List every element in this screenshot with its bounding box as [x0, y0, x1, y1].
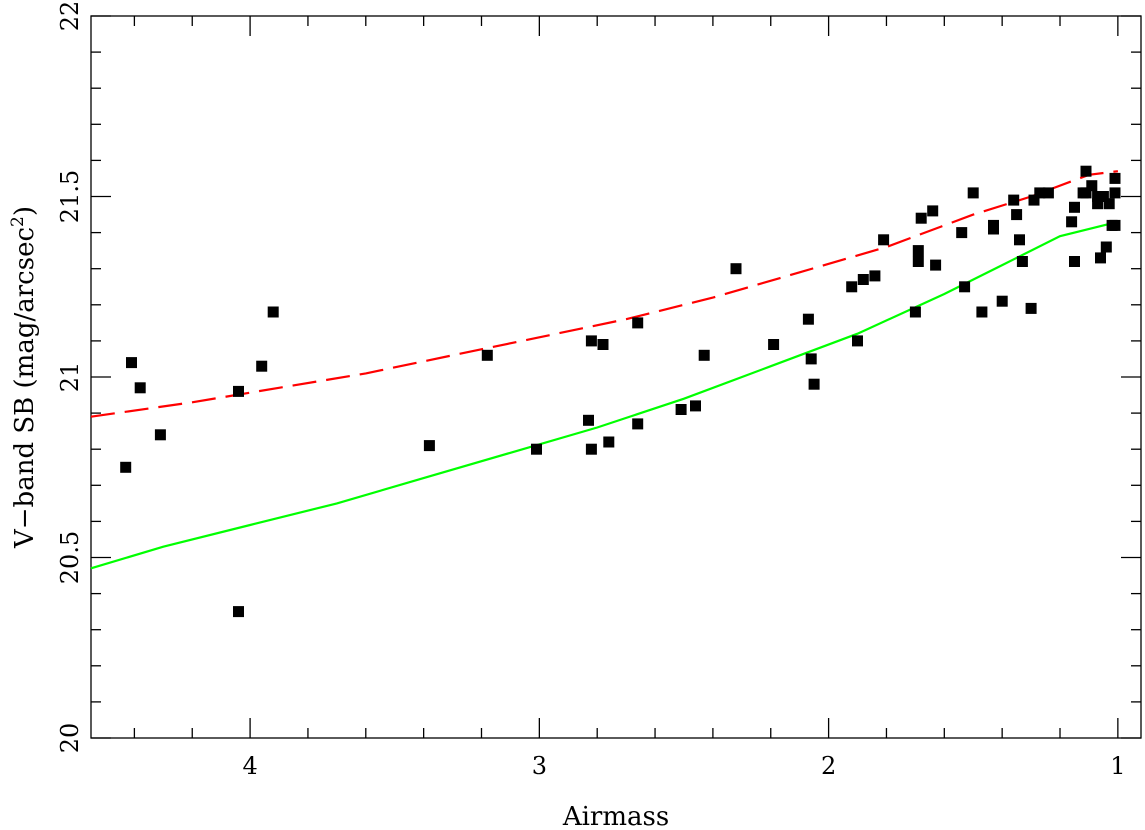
- data-point: [134, 382, 146, 394]
- data-point: [481, 349, 493, 361]
- data-point: [126, 357, 137, 369]
- data-point: [967, 187, 979, 199]
- data-point: [976, 306, 988, 318]
- data-point: [675, 404, 687, 415]
- data-point: [1080, 187, 1092, 199]
- data-point: [1008, 194, 1020, 206]
- data-point: [423, 440, 435, 452]
- data-point: [233, 385, 244, 397]
- data-point: [1109, 219, 1121, 231]
- data-point: [1034, 187, 1046, 199]
- data-point: [154, 429, 166, 441]
- data-point: [852, 335, 863, 347]
- data-point: [1069, 201, 1080, 213]
- data-point: [690, 400, 701, 412]
- data-point: [959, 281, 971, 293]
- data-point: [1025, 302, 1037, 314]
- data-point: [869, 270, 881, 282]
- data-point: [1080, 165, 1092, 177]
- data-point: [1016, 256, 1028, 267]
- data-point: [988, 219, 999, 231]
- data-point: [1103, 198, 1115, 210]
- x-tick-label: 1: [1110, 752, 1125, 780]
- solid-curve: [90, 220, 1119, 570]
- data-point: [632, 317, 644, 329]
- data-point: [1109, 172, 1121, 184]
- data-point: [583, 414, 594, 426]
- plot-frame: [90, 15, 1142, 739]
- y-axis-label: V−band SB (mag/arcsec2): [8, 206, 40, 549]
- y-axis-label-main: V−band SB (mag/arcsec: [10, 227, 40, 549]
- y-axis-label-close: ): [10, 206, 40, 216]
- model-curves: [90, 170, 1119, 570]
- data-point: [585, 443, 597, 455]
- data-point: [603, 436, 615, 448]
- data-point: [531, 443, 542, 455]
- data-point: [1014, 234, 1025, 246]
- y-tick-label: 22: [56, 1, 84, 32]
- data-point: [267, 306, 279, 318]
- data-point: [632, 418, 644, 430]
- data-point: [878, 234, 890, 246]
- dashed-curve: [90, 170, 1119, 418]
- data-point: [805, 353, 817, 365]
- y-axis-label-sup: 2: [8, 216, 28, 227]
- data-point: [996, 295, 1008, 307]
- x-tick-label: 3: [532, 752, 547, 780]
- data-point: [1069, 256, 1080, 267]
- data-point: [1028, 194, 1040, 206]
- data-point: [802, 313, 814, 325]
- data-point: [857, 274, 869, 285]
- data-point: [927, 205, 939, 217]
- data-point: [956, 227, 968, 239]
- data-point: [1092, 198, 1104, 210]
- data-point: [256, 360, 268, 372]
- x-axis-label: Airmass: [562, 802, 669, 830]
- data-point: [915, 212, 927, 224]
- data-point: [912, 245, 924, 257]
- data-point: [768, 339, 780, 350]
- data-point: [1042, 187, 1054, 199]
- data-point: [233, 606, 244, 618]
- data-point: [1109, 187, 1121, 199]
- data-point: [698, 349, 710, 361]
- data-point: [585, 335, 597, 347]
- x-tick-label: 2: [821, 752, 836, 780]
- data-points: [120, 165, 1121, 618]
- data-point: [909, 306, 921, 318]
- data-point: [808, 378, 820, 390]
- y-tick-label: 21: [56, 362, 84, 393]
- data-point: [1092, 191, 1104, 202]
- data-point: [1011, 209, 1023, 221]
- data-point: [846, 281, 858, 293]
- data-point: [912, 256, 924, 267]
- data-point: [930, 259, 942, 271]
- data-point: [1100, 241, 1112, 253]
- data-point: [1086, 180, 1098, 192]
- data-point: [1095, 252, 1106, 264]
- data-point: [730, 263, 742, 275]
- axis-ticks: [91, 15, 1141, 739]
- data-point: [120, 461, 132, 473]
- y-tick-label: 20.5: [56, 531, 84, 584]
- y-tick-label: 21.5: [56, 170, 84, 223]
- data-point: [1066, 216, 1078, 228]
- data-point: [1097, 191, 1109, 202]
- x-tick-label: 4: [242, 752, 257, 780]
- y-tick-label: 20: [56, 723, 84, 754]
- data-point: [597, 339, 609, 350]
